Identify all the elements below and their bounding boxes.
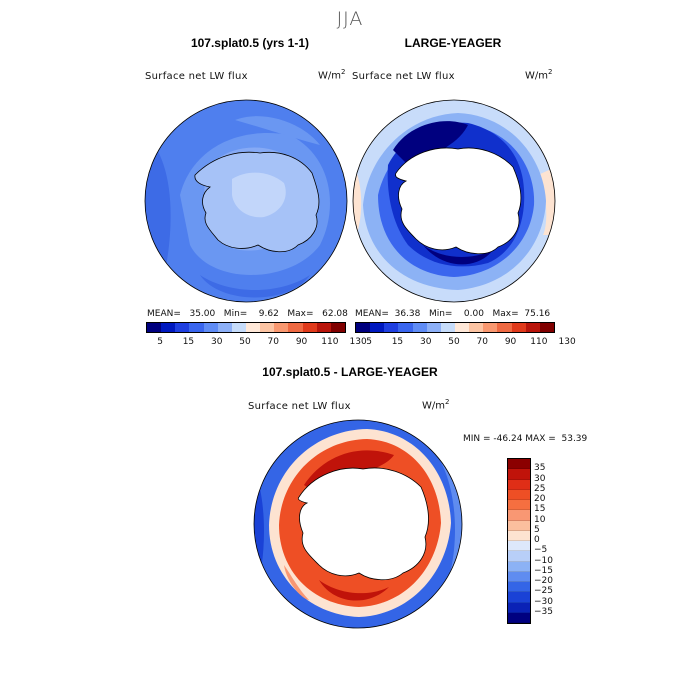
diff-colorbar-swatch bbox=[508, 530, 530, 541]
obs-colorbar-swatch bbox=[356, 323, 371, 332]
model-panel-title: 107.splat0.5 (yrs 1-1) bbox=[190, 36, 310, 50]
obs-colorbar-swatch bbox=[469, 323, 484, 332]
diff-field-label: Surface net LW flux bbox=[248, 401, 351, 412]
obs-colorbar-tick: 90 bbox=[504, 337, 517, 347]
model-colorbar-swatch bbox=[217, 323, 232, 332]
model-colorbar-swatch bbox=[330, 323, 345, 332]
model-colorbar-tick: 130 bbox=[349, 337, 367, 347]
obs-colorbar-swatch bbox=[454, 323, 470, 332]
diff-colorbar-tick: −5 bbox=[534, 545, 548, 556]
diff-colorbar-tick: 15 bbox=[534, 504, 546, 515]
obs-colorbar-tick: 5 bbox=[366, 337, 373, 347]
diff-colorbar-swatch bbox=[508, 510, 530, 521]
model-colorbar-tick: 5 bbox=[157, 337, 164, 347]
obs-map bbox=[352, 99, 556, 303]
obs-colorbar-swatch bbox=[511, 323, 526, 332]
diff-colorbar-tick: 10 bbox=[534, 514, 546, 525]
diff-colorbar-swatch bbox=[508, 551, 530, 562]
model-colorbar-tick: 90 bbox=[295, 337, 308, 347]
obs-colorbar-swatch bbox=[539, 323, 554, 332]
diff-colorbar-swatch bbox=[508, 469, 530, 480]
diff-colorbar-tick: −20 bbox=[534, 576, 553, 586]
diff-colorbar-swatch bbox=[508, 541, 530, 552]
model-colorbar-tick: 15 bbox=[182, 337, 195, 347]
obs-colorbar-tick: 50 bbox=[448, 337, 460, 347]
model-colorbar-swatch bbox=[161, 323, 176, 332]
obs-panel-title: LARGE-YEAGER bbox=[404, 36, 502, 50]
diff-colorbar-tick: 5 bbox=[534, 524, 540, 535]
model-stats: MEAN= 35.00 Min= 9.62 Max= 62.08 bbox=[147, 309, 348, 319]
model-colorbar-swatch bbox=[245, 323, 261, 332]
diff-stats: MIN = -46.24 MAX = 53.39 bbox=[463, 434, 588, 444]
diff-colorbar-swatch bbox=[508, 561, 530, 572]
diff-colorbar-swatch bbox=[508, 459, 530, 470]
season-title: JJA bbox=[336, 8, 364, 30]
diff-colorbar-swatch bbox=[508, 489, 530, 500]
obs-colorbar-swatch bbox=[497, 323, 512, 332]
obs-colorbar-swatch bbox=[440, 323, 455, 332]
diff-colorbar-tick: −15 bbox=[534, 565, 553, 576]
model-colorbar-swatch bbox=[288, 323, 303, 332]
diff-colorbar-tick: 20 bbox=[534, 494, 546, 504]
diff-colorbar-tick: 25 bbox=[534, 483, 546, 494]
model-colorbar-swatch bbox=[203, 323, 218, 332]
obs-colorbar-swatch bbox=[398, 323, 413, 332]
obs-colorbar-swatch bbox=[412, 323, 427, 332]
diff-units-label: W/m2 bbox=[422, 398, 450, 412]
model-colorbar-swatch bbox=[189, 323, 204, 332]
obs-colorbar-swatch bbox=[384, 323, 399, 332]
obs-colorbar-tick: 110 bbox=[530, 337, 548, 347]
obs-colorbar bbox=[355, 322, 555, 333]
obs-colorbar-swatch bbox=[370, 323, 385, 332]
model-colorbar-ticks: 5 15 30 50 70 90 110 130 bbox=[146, 337, 366, 349]
diff-colorbar-tick: −25 bbox=[534, 586, 553, 597]
model-colorbar-tick: 70 bbox=[267, 337, 280, 347]
model-field-label: Surface net LW flux bbox=[145, 71, 248, 82]
diff-colorbar-swatch bbox=[508, 500, 530, 511]
model-colorbar-swatch bbox=[175, 323, 190, 332]
diff-colorbar-swatch bbox=[508, 479, 530, 490]
obs-colorbar-swatch bbox=[525, 323, 540, 332]
diff-colorbar-tick: 35 bbox=[534, 463, 546, 474]
obs-units-label: W/m2 bbox=[525, 68, 553, 82]
model-colorbar-swatch bbox=[274, 323, 289, 332]
diff-colorbar-tick: −30 bbox=[534, 596, 553, 607]
diff-colorbar-swatch bbox=[508, 592, 530, 603]
diff-colorbar-tick: −35 bbox=[534, 606, 553, 617]
obs-stats: MEAN= 36.38 Min= 0.00 Max= 75.16 bbox=[355, 309, 551, 319]
diff-colorbar-tick: 30 bbox=[534, 473, 546, 484]
model-colorbar-swatch bbox=[302, 323, 317, 332]
model-colorbar bbox=[146, 322, 346, 333]
obs-colorbar-tick: 130 bbox=[558, 337, 576, 347]
diff-colorbar-swatch bbox=[508, 602, 530, 613]
model-colorbar-swatch bbox=[147, 323, 162, 332]
model-units-label: W/m2 bbox=[318, 68, 346, 82]
model-colorbar-swatch bbox=[231, 323, 246, 332]
model-colorbar-tick: 30 bbox=[210, 337, 223, 347]
diff-panel-title: 107.splat0.5 - LARGE-YEAGER bbox=[262, 365, 438, 379]
model-colorbar-tick: 50 bbox=[239, 337, 251, 347]
diff-colorbar-swatch bbox=[508, 520, 530, 531]
obs-colorbar-tick: 30 bbox=[419, 337, 432, 347]
diff-colorbar-ticks: 35 30 25 20 15 10 5 0 −5 −10 −15 −20 −25 −30 −35 bbox=[534, 458, 574, 622]
obs-field-label: Surface net LW flux bbox=[352, 71, 455, 82]
model-map bbox=[144, 99, 348, 303]
obs-colorbar-tick: 70 bbox=[476, 337, 489, 347]
model-colorbar-swatch bbox=[316, 323, 331, 332]
obs-colorbar-tick: 15 bbox=[391, 337, 404, 347]
model-colorbar-tick: 110 bbox=[321, 337, 339, 347]
diff-map bbox=[253, 419, 463, 629]
diff-colorbar-tick: 0 bbox=[534, 535, 540, 545]
model-colorbar-swatch bbox=[260, 323, 275, 332]
diff-colorbar bbox=[507, 458, 531, 624]
obs-colorbar-swatch bbox=[483, 323, 498, 332]
diff-colorbar-swatch bbox=[508, 582, 530, 593]
diff-colorbar-tick: −10 bbox=[534, 555, 553, 566]
obs-colorbar-swatch bbox=[426, 323, 441, 332]
diff-colorbar-swatch bbox=[508, 612, 530, 623]
diff-colorbar-swatch bbox=[508, 571, 530, 582]
obs-colorbar-ticks: 5 15 30 50 70 90 110 130 bbox=[355, 337, 575, 349]
